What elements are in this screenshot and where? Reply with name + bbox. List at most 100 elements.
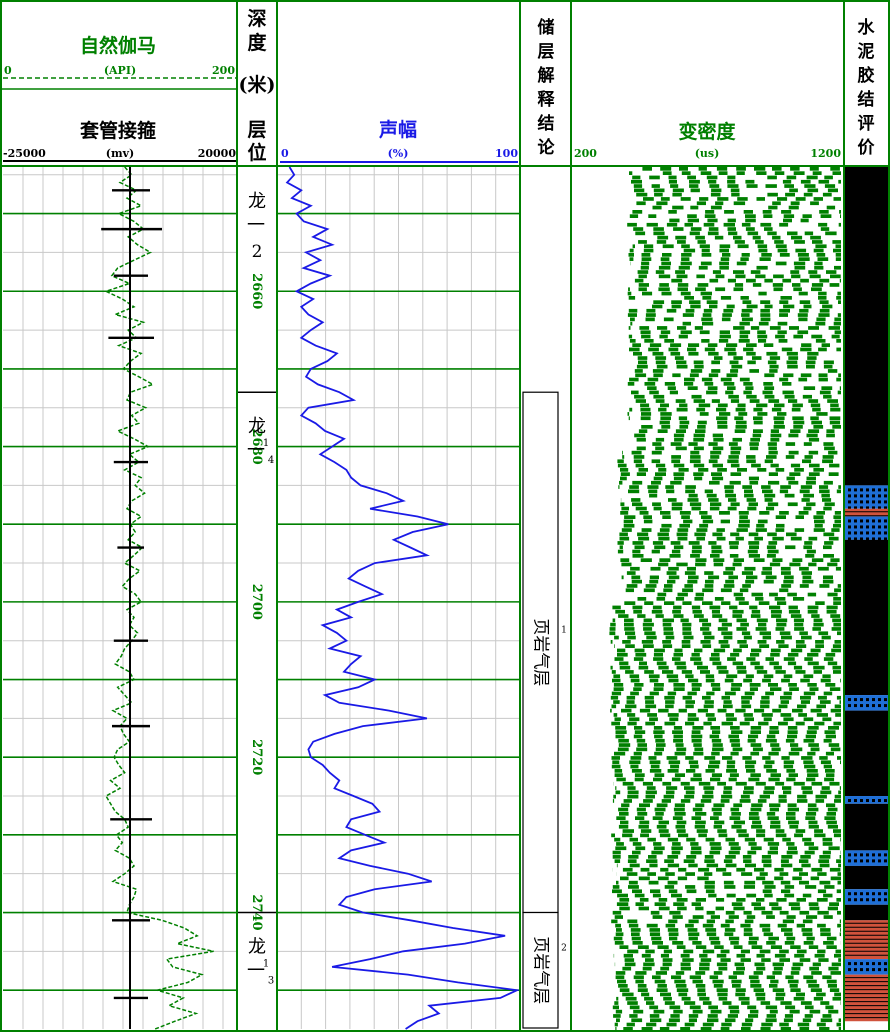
vdl-fringe <box>698 833 707 838</box>
vdl-fringe <box>719 334 731 339</box>
vdl-fringe <box>655 971 667 975</box>
vdl-fringe <box>628 334 633 339</box>
vdl-fringe <box>834 511 841 515</box>
vdl-fringe <box>688 442 698 446</box>
vdl-fringe <box>635 463 645 468</box>
cement-dot <box>860 892 863 896</box>
vdl-fringe <box>761 253 772 257</box>
vdl-fringe <box>789 1009 800 1014</box>
vdl-fringe <box>760 317 771 322</box>
vdl-fringe <box>728 915 739 919</box>
vdl-fringe <box>732 609 744 614</box>
vdl-fringe <box>811 867 823 872</box>
vdl-fringe <box>677 876 688 881</box>
vdl-fringe <box>706 863 719 868</box>
cement-dot <box>848 962 851 966</box>
vdl-fringe <box>785 1005 796 1010</box>
vdl-fringe <box>692 807 703 812</box>
vdl-fringe <box>808 902 819 906</box>
vdl-fringe <box>687 928 698 932</box>
vdl-fringe <box>665 635 675 640</box>
vdl-fringe <box>706 691 715 696</box>
vdl-fringe <box>736 627 747 631</box>
vdl-fringe <box>839 855 841 859</box>
vdl-fringe <box>675 971 685 975</box>
vdl-fringe <box>699 953 708 958</box>
vdl-fringe <box>616 902 629 906</box>
vdl-fringe <box>637 532 649 537</box>
vdl-fringe <box>794 528 805 532</box>
vdl-fringe <box>816 713 828 717</box>
vdl-fringe <box>735 420 747 425</box>
vdl-fringe <box>711 188 722 193</box>
vdl-fringe <box>697 283 709 287</box>
vdl-fringe <box>806 936 815 941</box>
vdl-fringe <box>793 425 803 429</box>
vdl-fringe <box>619 898 630 902</box>
vdl-fringe <box>709 975 719 980</box>
vdl-fringe <box>756 171 767 175</box>
vdl-fringe <box>763 343 774 347</box>
vdl-fringe <box>659 833 671 838</box>
vdl-fringe <box>618 485 620 489</box>
vdl-fringe <box>619 536 630 541</box>
vdl-fringe <box>708 459 718 464</box>
vdl-fringe <box>792 283 801 287</box>
vdl-fringe <box>822 459 833 464</box>
cement-dot <box>860 968 863 972</box>
vdl-fringe <box>789 687 799 691</box>
vdl-fringe <box>744 489 753 494</box>
vdl-fringe <box>827 562 838 567</box>
cement-dot <box>848 704 851 708</box>
vdl-fringe <box>641 953 651 958</box>
vdl-fringe <box>820 1001 830 1005</box>
vdl-fringe <box>735 274 746 279</box>
vdl-fringe <box>723 584 735 588</box>
vdl-fringe <box>618 614 629 618</box>
vdl-fringe <box>749 442 759 446</box>
vdl-fringe <box>749 683 761 687</box>
vdl-fringe <box>746 351 756 356</box>
cement-dot <box>872 494 875 498</box>
vdl-fringe <box>781 928 793 932</box>
vdl-fringe <box>629 407 633 412</box>
vdl-fringe <box>733 971 745 975</box>
vdl-fringe <box>730 446 742 451</box>
cement-dot <box>866 519 869 523</box>
vdl-fringe <box>779 377 789 382</box>
vdl-fringe <box>766 455 777 459</box>
vdl-fringe <box>720 958 731 962</box>
vdl-fringe <box>751 463 761 468</box>
vdl-fringe <box>799 631 808 636</box>
vdl-fringe <box>631 936 641 941</box>
cement-dot <box>878 537 881 541</box>
vdl-fringe <box>833 601 841 605</box>
vdl-fringe <box>803 506 812 511</box>
vdl-fringe <box>780 700 789 704</box>
vdl-fringe <box>643 519 653 524</box>
vdl-fringe <box>667 386 676 390</box>
vdl-fringe <box>741 317 753 322</box>
vdl-fringe <box>717 425 728 429</box>
vdl-fringe <box>655 399 665 403</box>
vdl-fringe <box>657 945 669 949</box>
vdl-fringe <box>760 222 772 227</box>
vdl-fringe <box>624 627 635 631</box>
vdl-fringe <box>770 463 779 468</box>
vdl-fringe <box>728 850 740 855</box>
vdl-fringe <box>614 859 621 863</box>
vdl-fringe <box>822 455 834 459</box>
vdl-fringe <box>712 446 724 451</box>
vdl-fringe <box>657 984 667 988</box>
vdl-fringe <box>798 511 809 515</box>
vdl-fringe <box>627 412 630 416</box>
vdl-fringe <box>754 708 765 713</box>
depth-title-char: 度 <box>247 31 267 54</box>
vdl-fringe <box>756 996 766 1001</box>
vdl-fringe <box>810 708 822 713</box>
vdl-fringe <box>701 515 712 519</box>
vdl-fringe <box>764 373 775 378</box>
vdl-fringe <box>756 966 766 971</box>
vdl-fringe <box>612 910 622 915</box>
vdl-fringe <box>781 210 792 214</box>
